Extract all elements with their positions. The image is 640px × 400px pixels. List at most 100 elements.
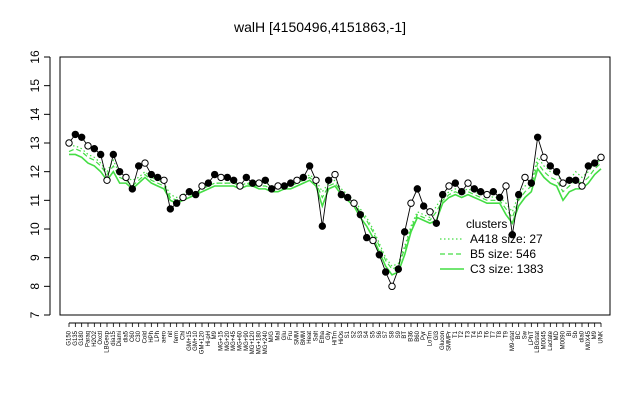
x-tick-label: BMM [301,331,307,345]
data-point [179,193,187,202]
legend-title: clusters [466,217,507,231]
x-tick-label: T8 [497,330,503,338]
legend-label: C3 size: 1383 [470,262,544,276]
x-tick-label: C30 [136,330,142,342]
data-point [77,133,86,141]
data-point [533,133,542,141]
x-tick-label: S4 [364,330,370,338]
data-point [115,167,124,176]
data-point [407,199,415,207]
data-point [451,179,460,187]
data-point [350,199,358,207]
data-point [508,231,517,239]
x-tick-label: LoTm [428,331,434,346]
x-tick-label: GM+120 [200,330,206,354]
data-point [540,153,548,162]
data-point [470,185,479,193]
x-tick-label: aero [162,330,168,343]
y-tick-label: 15 [28,79,42,93]
x-tick-label: Heat [307,331,313,344]
data-point [147,170,156,179]
x-tick-label: SMMPr [447,331,453,351]
x-tick-label: T4 [472,330,478,338]
x-tick-label: C60 [130,330,136,342]
legend-label: B5 size: 546 [470,247,536,261]
data-point [476,188,485,196]
x-tick-label: SMM [295,331,301,345]
data-point [559,179,567,187]
data-point [457,188,466,196]
x-tick-label: Sw [523,330,529,339]
x-tick-label: G135 [73,330,79,345]
data-point [565,176,574,184]
x-tick-label: H2O2 [92,330,98,346]
data-point [597,153,605,162]
x-tick-label: GM+15 [187,330,193,351]
data-point [141,159,149,167]
series-line-dotted [69,145,602,268]
x-tick-label: M0045 [542,330,548,349]
data-point [552,167,561,176]
x-tick-label: MG+15 [219,330,225,351]
data-point [223,173,232,182]
x-tick-label: S9 [396,330,402,338]
data-point [514,190,523,199]
data-point [217,173,225,182]
data-point [400,228,409,236]
data-point [337,190,346,199]
data-point [160,176,168,184]
x-tick-label: MG+90 [244,330,250,351]
data-point [229,176,238,184]
x-tick-label: MD [554,330,560,340]
y-tick-label: 8 [28,283,42,290]
x-tick-label: B60 [415,330,421,341]
data-point [432,219,441,227]
x-tick-label: M0090 [561,330,567,349]
x-tick-label: Diami [117,331,123,346]
x-tick-label: S3 [358,330,364,338]
data-point [369,236,377,245]
x-axis: G150 G135 G180 Paraq H2O2 Oxctl LBGexp dia15 Dia… [67,322,605,354]
x-tick-label: dia0 [580,330,586,342]
y-tick-label: 10 [28,222,42,236]
x-tick-label: S8 [390,330,396,338]
x-tick-label: Pyr [421,331,427,340]
data-point [267,185,276,193]
data-point [464,179,472,187]
x-tick-label: Gly [326,331,332,340]
x-tick-label: Sb [573,330,579,338]
x-tick-label: Paraq [86,331,92,347]
x-tick-label: LPh [155,331,161,342]
data-point [255,179,263,187]
data-point [96,150,105,159]
x-tick-label: BT [402,331,408,339]
data-point [172,199,181,207]
data-point [305,162,314,170]
y-tick-label: 7 [28,311,42,318]
data-point [318,222,327,230]
data-point [166,205,175,213]
x-tick-label: T3 [466,330,472,338]
x-tick-label: T6 [485,330,491,338]
data-point [426,208,434,216]
x-tick-label: T9 [504,330,510,338]
x-tick-label: Hi-pH [206,331,212,346]
series-line-solid [69,153,602,276]
data-point [128,185,137,193]
x-tick-label: HiTm [333,331,339,345]
data-point [445,182,453,190]
x-tick-label: LPhT [529,331,535,346]
x-tick-label: S5 [371,330,377,338]
x-tick-label: M9-stat [510,331,516,351]
x-tick-label: MG+60 [238,330,244,351]
data-point [502,182,510,190]
x-tick-label: Fru [288,331,294,340]
data-point [343,193,352,202]
x-tick-label: HiOs [339,331,345,344]
y-tick-label: 16 [28,50,42,64]
x-tick-label: MG+180 [257,330,263,354]
data-point [109,150,118,159]
y-tick-label: 11 [28,194,42,207]
x-tick-label: nit [168,331,174,338]
data-point [375,251,384,259]
